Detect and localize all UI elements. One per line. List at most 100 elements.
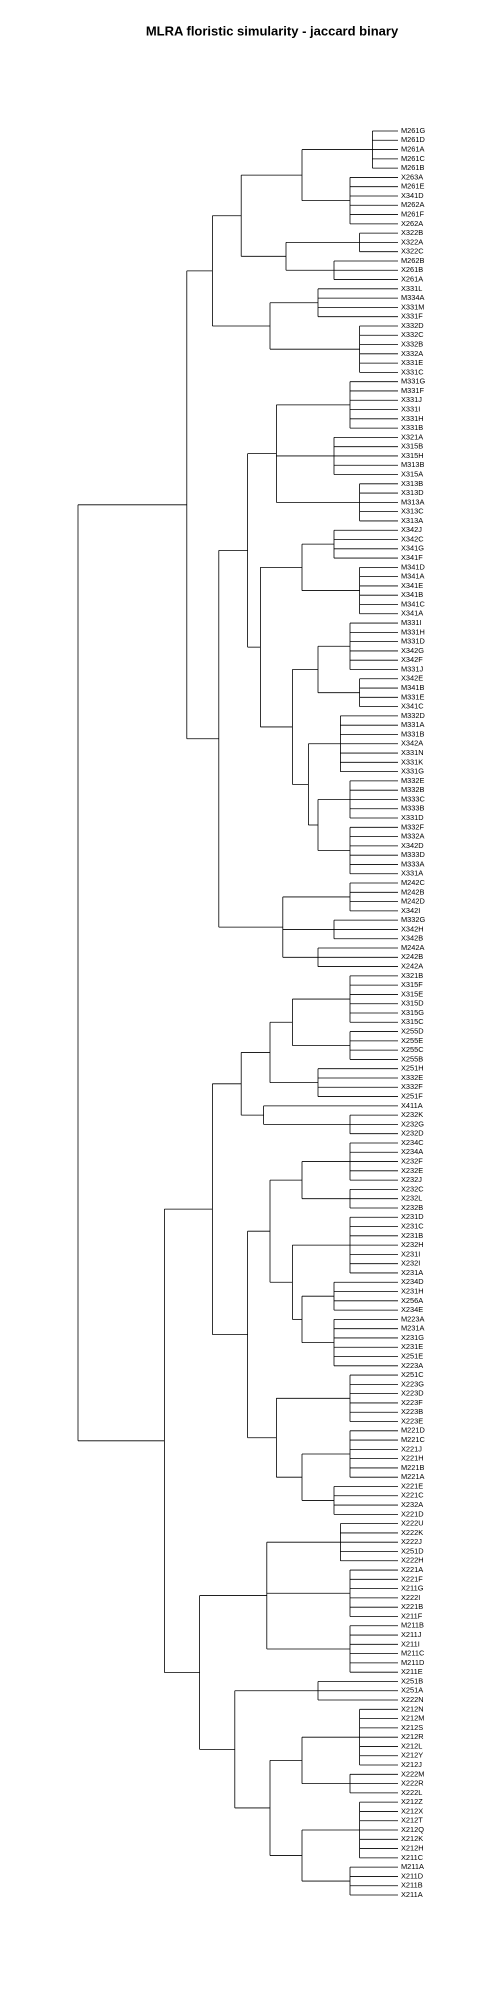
leaf-label: X251E [401, 1351, 423, 1360]
leaf-label: M332G [401, 915, 425, 924]
leaf-label: M333D [401, 850, 425, 859]
leaf-label: X315E [401, 989, 423, 998]
leaf-label: X331A [401, 869, 423, 878]
leaf-label: X341D [401, 191, 424, 200]
leaf-label: X223B [401, 1407, 423, 1416]
leaf-label: X212X [401, 1806, 423, 1815]
leaf-label: X342J [401, 525, 422, 534]
leaf-label: X222L [401, 1788, 422, 1797]
leaf-label: X223E [401, 1416, 423, 1425]
leaf-label: M333A [401, 859, 424, 868]
leaf-label: M221C [401, 1435, 425, 1444]
leaf-label: M261C [401, 154, 425, 163]
leaf-label: X315C [401, 1017, 424, 1026]
leaf-label: M223A [401, 1314, 424, 1323]
leaf-label: M341A [401, 572, 424, 581]
chart-title: MLRA floristic simularity - jaccard bina… [146, 23, 399, 38]
leaf-label: X332B [401, 339, 423, 348]
leaf-label: X255E [401, 1036, 423, 1045]
leaf-label: X221E [401, 1481, 423, 1490]
leaf-label: X331E [401, 358, 423, 367]
leaf-label: M242D [401, 897, 425, 906]
leaf-label: X315F [401, 980, 423, 989]
leaf-label: X212L [401, 1741, 422, 1750]
leaf-label: X313D [401, 488, 424, 497]
leaf-label: X342A [401, 739, 423, 748]
leaf-label: X221F [401, 1574, 423, 1583]
leaf-label: X322A [401, 237, 423, 246]
leaf-label: X322C [401, 247, 424, 256]
leaf-label: X232J [401, 1175, 422, 1184]
leaf-label: X341C [401, 702, 424, 711]
leaf-label: X223D [401, 1389, 424, 1398]
leaf-label: X341F [401, 553, 423, 562]
leaf-label: X331B [401, 423, 423, 432]
leaf-label: X342D [401, 841, 424, 850]
leaf-label: X321B [401, 971, 423, 980]
leaf-label: M331B [401, 729, 424, 738]
leaf-label: X232A [401, 1500, 423, 1509]
leaf-label: X251F [401, 1092, 423, 1101]
leaf-label: X332A [401, 349, 423, 358]
leaf-label: X221H [401, 1454, 424, 1463]
leaf-label: X211B [401, 1881, 423, 1890]
leaf-label: M211D [401, 1658, 424, 1667]
leaf-label: X331M [401, 302, 424, 311]
leaf-label: X222M [401, 1769, 424, 1778]
leaf-label: M261B [401, 163, 424, 172]
leaf-label: X332F [401, 1082, 423, 1091]
leaf-label: X222I [401, 1593, 420, 1602]
leaf-label: X212N [401, 1704, 424, 1713]
leaf-label: M331I [401, 618, 422, 627]
leaf-label: X232H [401, 1240, 424, 1249]
leaf-label: M332D [401, 711, 425, 720]
leaf-label: M261E [401, 182, 424, 191]
leaf-label: X212M [401, 1714, 424, 1723]
leaf-label: X315A [401, 469, 423, 478]
leaf-label: M331H [401, 627, 425, 636]
leaf-label: M211A [401, 1862, 424, 1871]
leaf-label: X221J [401, 1444, 422, 1453]
leaf-label: M242A [401, 943, 424, 952]
leaf-label: X251B [401, 1676, 423, 1685]
leaf-label: M221D [401, 1426, 425, 1435]
leaf-label: X231C [401, 1221, 424, 1230]
leaf-label: X231H [401, 1286, 424, 1295]
leaf-label: X261A [401, 275, 423, 284]
leaf-label: X221C [401, 1491, 424, 1500]
leaf-label: M331J [401, 664, 423, 673]
leaf-label: M261A [401, 145, 424, 154]
leaf-label: X331I [401, 404, 420, 413]
leaf-label: M211B [401, 1621, 424, 1630]
leaf-label: X212R [401, 1732, 424, 1741]
leaf-label: X231G [401, 1333, 424, 1342]
leaf-label: M333B [401, 804, 424, 813]
leaf-label: M332B [401, 785, 424, 794]
leaf-label: X342F [401, 655, 423, 664]
leaf-label: X234C [401, 1138, 424, 1147]
leaf-label: M221A [401, 1472, 424, 1481]
leaf-label: M334A [401, 293, 424, 302]
leaf-label: X315H [401, 451, 424, 460]
leaf-label: X411A [401, 1101, 423, 1110]
leaf-label: X212Y [401, 1751, 423, 1760]
leaf-label: X222N [401, 1695, 424, 1704]
leaf-label: X221A [401, 1565, 423, 1574]
leaf-label: M341B [401, 683, 424, 692]
leaf-label: X315B [401, 442, 423, 451]
leaf-label: X242B [401, 952, 423, 961]
leaf-label: M341D [401, 562, 425, 571]
leaf-label: X341A [401, 609, 423, 618]
leaf-label: X211F [401, 1611, 423, 1620]
leaf-label: X231D [401, 1212, 424, 1221]
leaf-label: X232L [401, 1194, 422, 1203]
leaf-label: X232G [401, 1119, 424, 1128]
leaf-label: X234E [401, 1305, 423, 1314]
leaf-label: M313B [401, 460, 424, 469]
leaf-label: M341C [401, 599, 425, 608]
leaf-label: X322B [401, 228, 423, 237]
leaf-label: X232D [401, 1129, 424, 1138]
leaf-label: X222J [401, 1537, 422, 1546]
